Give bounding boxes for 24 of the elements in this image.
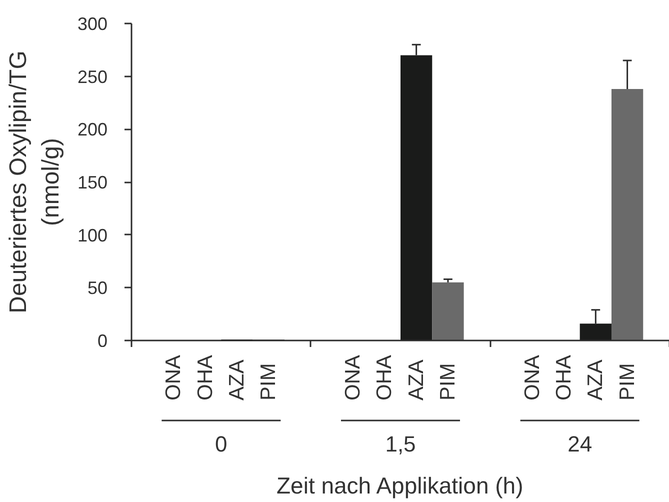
x-tick-label: PIM xyxy=(616,363,639,400)
x-tick-label: OHA xyxy=(552,354,576,400)
x-tick-label: ONA xyxy=(520,354,544,400)
x-tick-label: AZA xyxy=(584,360,608,400)
x-tick-label: PIM xyxy=(436,363,460,400)
text: 0 xyxy=(215,432,228,456)
y-tick-label: 300 xyxy=(77,14,108,34)
y-tick-label: 100 xyxy=(77,225,108,246)
text: 1,5 xyxy=(385,432,416,456)
x-tick-label: OHA xyxy=(373,354,396,400)
x-axis-title: Zeit nach Applikation (h) xyxy=(276,472,524,498)
x-tick-label: AZA xyxy=(404,360,428,400)
y-tick-label: 0 xyxy=(97,331,108,351)
x-tick-label: AZA xyxy=(225,360,248,400)
x-tick-label: ONA xyxy=(162,354,186,400)
x-tick-label: PIM xyxy=(257,363,280,400)
text: 24 xyxy=(568,432,592,456)
y-tick-label: 200 xyxy=(77,120,108,140)
y-tick-label: 150 xyxy=(77,172,108,192)
x-tick-label: ONA xyxy=(342,354,365,400)
y-tick-label: 250 xyxy=(77,66,108,87)
x-tick-label: OHA xyxy=(194,354,217,400)
y-tick-label: 50 xyxy=(87,278,108,298)
y-axis-title: Deuteriertes Oxylipin/TG (nmol/g) xyxy=(5,50,64,314)
